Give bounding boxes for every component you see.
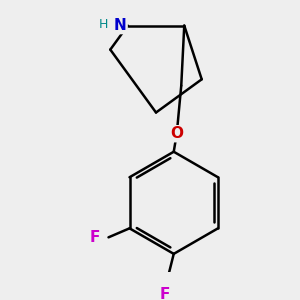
Text: O: O — [170, 126, 183, 141]
Text: F: F — [160, 287, 170, 300]
Text: F: F — [90, 230, 100, 245]
Text: H: H — [98, 18, 108, 31]
Text: N: N — [114, 18, 127, 33]
